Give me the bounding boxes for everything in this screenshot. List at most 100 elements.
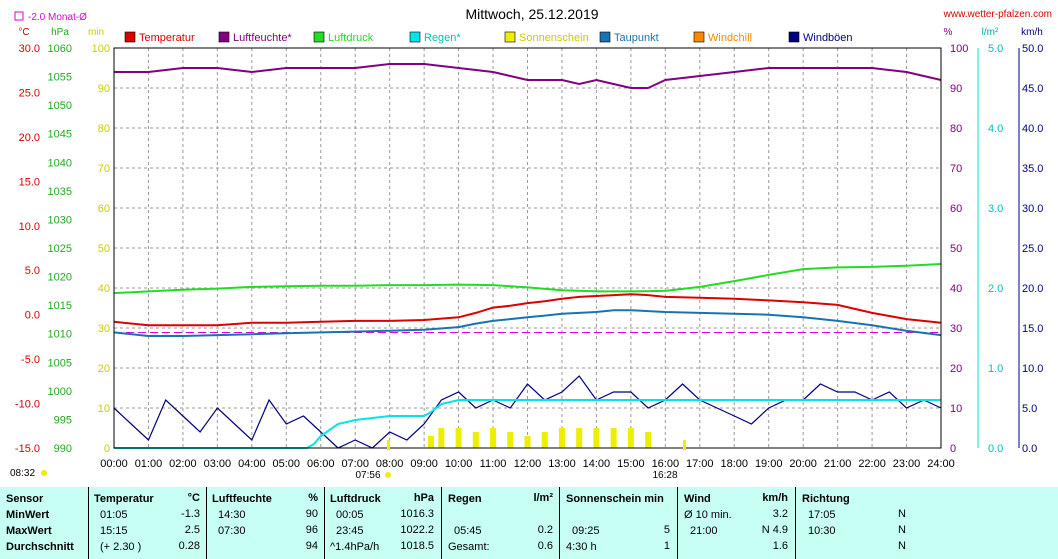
x-tick-label: 22:00 (858, 458, 886, 470)
monthly-avg-legend: -2.0 Monat-Ø (14, 11, 87, 23)
legend-swatch (409, 31, 421, 43)
sunshine-bar (645, 432, 652, 448)
x-tick-label: 14:00 (583, 458, 611, 470)
sunshine-bar (541, 432, 548, 448)
temperature-tick-label: -15.0 (15, 443, 40, 455)
site-link[interactable]: www.wetter-pfalzen.com (943, 9, 1052, 20)
sunshine-tick-label: 30 (98, 323, 110, 335)
legend-item: Luftdruck (313, 31, 374, 44)
humidity-tick-label: 80 (950, 123, 962, 135)
stats-direction-min-time: 17:05 (808, 509, 836, 521)
stats-temperature-column: Temperatur °C 01:05 -1.3 15:15 2.5 (+ 2.… (94, 487, 202, 559)
unit-percent: % (944, 27, 953, 38)
stats-rain-max-time: 05:45 (454, 525, 482, 537)
humidity-tick-label: 100 (950, 43, 968, 55)
wind-tick-label: 45.0 (1022, 83, 1043, 95)
unit-kmh: km/h (1021, 27, 1043, 38)
pressure-tick-label: 1030 (48, 214, 72, 226)
x-tick-label: 02:00 (169, 458, 197, 470)
sunshine-bar (627, 428, 634, 448)
stats-pressure-trend: ^1.4hPa/h (330, 541, 380, 553)
pressure-tick-label: 1005 (48, 357, 72, 369)
pressure-tick-label: 995 (54, 414, 72, 426)
pressure-tick-label: 1055 (48, 72, 72, 84)
stats-sunshine-header: Sonnenschein min (566, 493, 664, 505)
x-tick-label: 24:00 (927, 458, 955, 470)
stats-row-label-min: MinWert (6, 509, 50, 521)
x-tick-label: 05:00 (273, 458, 301, 470)
sunshine-bar (524, 436, 531, 448)
stats-temperature-header: Temperatur (94, 493, 154, 505)
pressure-tick-label: 1015 (48, 300, 72, 312)
humidity-tick-label: 10 (950, 403, 962, 415)
legend-label: Windchill (708, 32, 752, 44)
pressure-tick-label: 1060 (48, 43, 72, 55)
x-tick-label: 16:00 (652, 458, 680, 470)
unit-min: min (88, 27, 104, 38)
x-tick-label: 18:00 (720, 458, 748, 470)
sunshine-tick-label: 100 (92, 43, 110, 55)
wind-tick-label: 35.0 (1022, 163, 1043, 175)
legend-swatch (313, 31, 325, 43)
stats-humidity-min: 90 (305, 508, 318, 520)
stats-wind-avg-label: Ø 10 min. (684, 509, 732, 521)
legend-item: Luftfeuchte* (218, 31, 292, 44)
sunshine-tick-label: 50 (98, 243, 110, 255)
stats-divider (324, 487, 325, 559)
sunshine-tick-label: 40 (98, 283, 110, 295)
sunshine-bar (576, 428, 583, 448)
chart-axes: 30.0 25.0 20.0 15.0 10.0 5.0 0.0 -5.0 -10.0 -15.0… (15, 43, 1044, 470)
rain-line (114, 399, 941, 449)
stats-divider (795, 487, 796, 559)
unit-hpa: hPa (51, 27, 69, 38)
wind-tick-label: 0.0 (1022, 443, 1037, 455)
stats-rain-header: Regen (448, 493, 482, 505)
stats-sunshine-max: 5 (663, 524, 670, 536)
temperature-tick-label: -10.0 (15, 399, 40, 411)
pressure-tick-label: 1035 (48, 186, 72, 198)
stats-wind-unit: km/h (762, 492, 788, 504)
stats-divider (88, 487, 89, 559)
sunshine-tick-label: 20 (98, 363, 110, 375)
stats-pressure-max-time: 23:45 (336, 525, 364, 537)
monthly-avg-label: -2.0 Monat-Ø (28, 12, 87, 23)
sunrise-marker-time: 07:56 (355, 470, 380, 481)
stats-temperature-min-time: 01:05 (100, 509, 128, 521)
legend-item: Taupunkt (599, 31, 659, 44)
x-tick-label: 12:00 (514, 458, 542, 470)
stats-divider (206, 487, 207, 559)
temperature-tick-label: -5.0 (21, 354, 40, 366)
legend-swatch (218, 31, 230, 43)
stats-direction-max: N (898, 524, 906, 536)
pressure-tick-label: 1040 (48, 157, 72, 169)
stats-humidity-unit: % (308, 492, 318, 504)
stats-sensor-header: Sensor (6, 493, 44, 505)
sunshine-bar (610, 428, 617, 448)
stats-sunshine-total: 4:30 h (566, 541, 597, 553)
stats-row-label-avg: Durchschnitt (6, 541, 74, 553)
sunshine-bar (428, 436, 435, 448)
x-tick-label: 23:00 (893, 458, 921, 470)
legend-item: Windchill (693, 31, 752, 44)
monthly-avg-swatch (14, 11, 24, 21)
legend-label: Sonnenschein (519, 32, 589, 44)
wind-tick-label: 40.0 (1022, 123, 1043, 135)
x-tick-label: 03:00 (204, 458, 232, 470)
stats-divider (559, 487, 560, 559)
temperature-tick-label: 30.0 (19, 43, 40, 55)
stats-pressure-max: 1022.2 (400, 524, 434, 536)
stats-divider (441, 487, 442, 559)
stats-divider (677, 487, 678, 559)
x-tick-label: 01:00 (135, 458, 163, 470)
x-tick-label: 09:00 (410, 458, 438, 470)
x-tick-label: 15:00 (617, 458, 645, 470)
sunset-tick (683, 440, 686, 450)
humidity-tick-label: 70 (950, 163, 962, 175)
temperature-tick-label: 0.0 (25, 310, 40, 322)
x-tick-label: 19:00 (755, 458, 783, 470)
pressure-tick-label: 990 (54, 443, 72, 455)
legend-item: Temperatur (124, 31, 195, 44)
legend-swatch (504, 31, 516, 43)
rain-tick-label: 2.0 (988, 283, 1003, 295)
legend-label: Luftfeuchte* (233, 32, 292, 44)
